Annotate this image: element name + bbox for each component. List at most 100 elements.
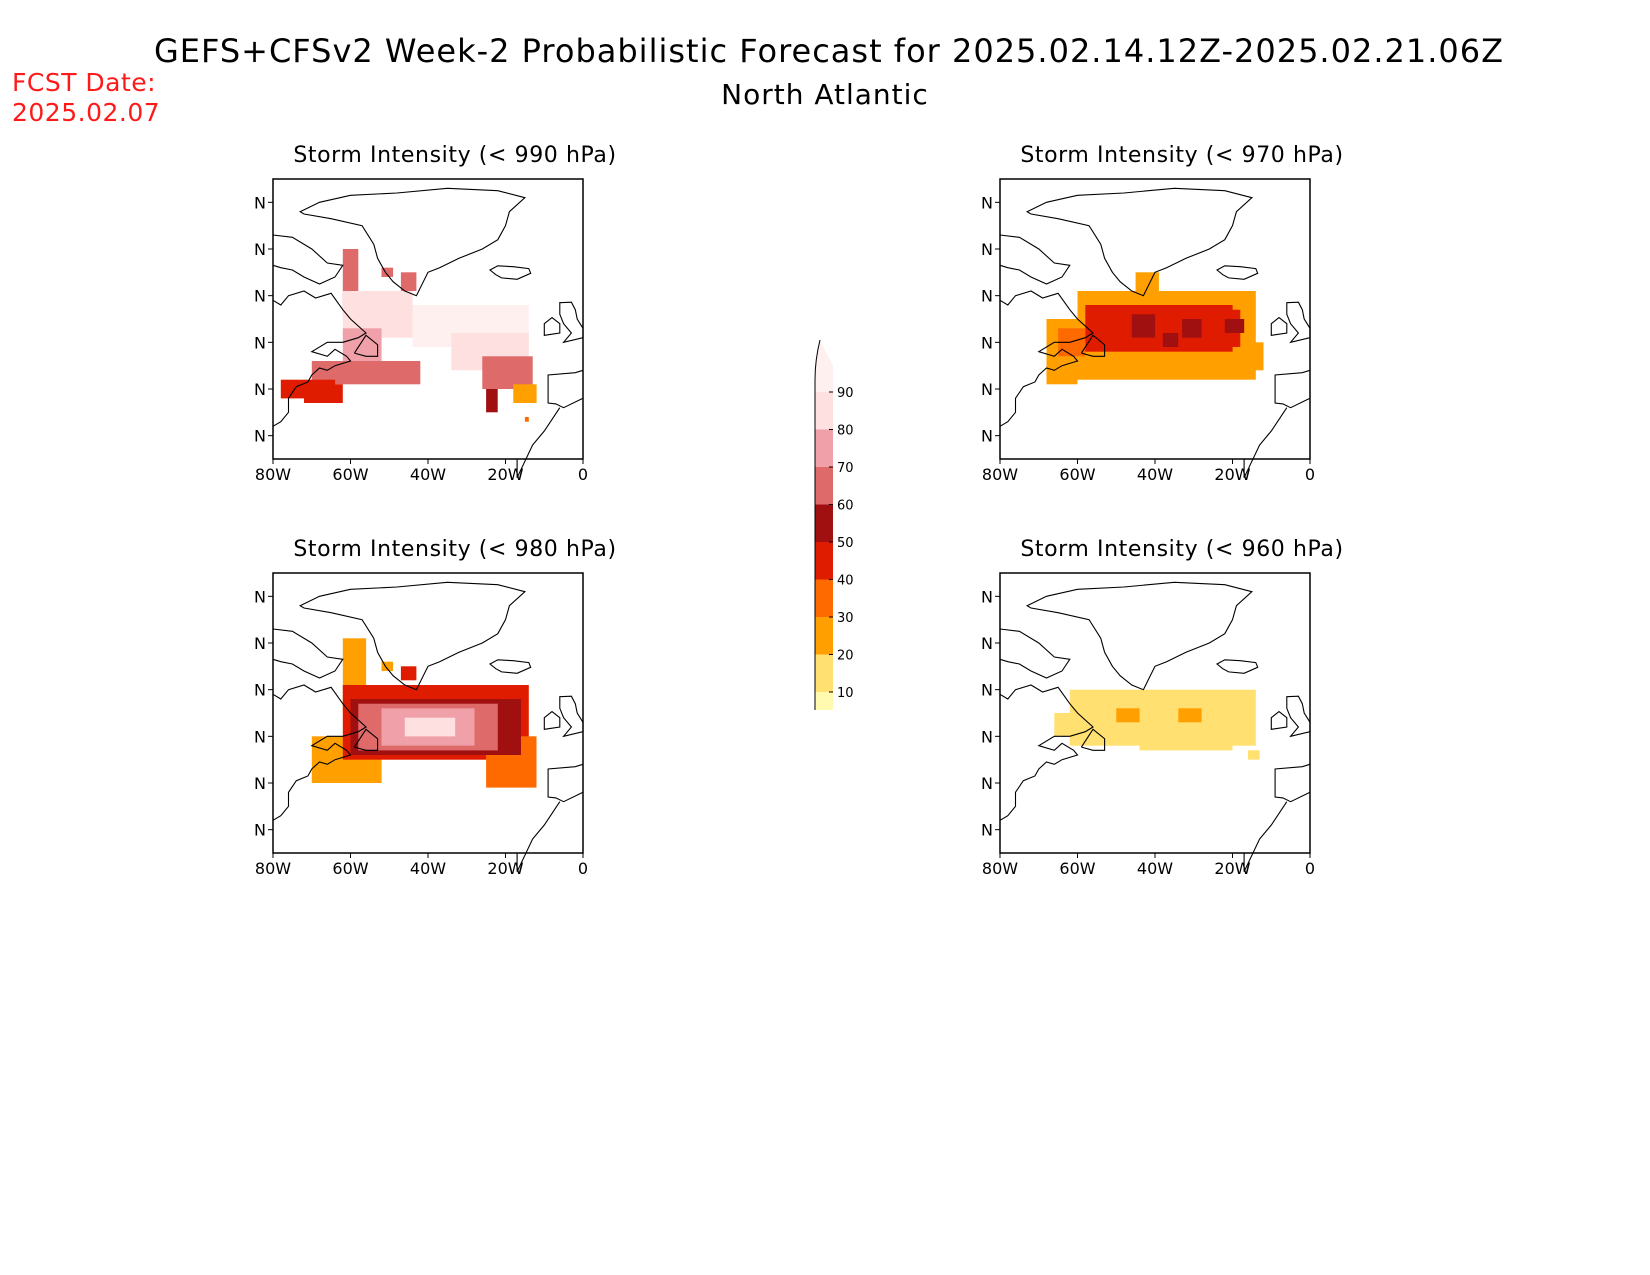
lon-tick-label: 0 [578,859,588,878]
panel-title: Storm Intensity (< 980 hPa) [293,537,617,562]
coastlines [999,581,1311,872]
lat-tick-label: 30N [982,427,993,446]
lon-tick-label: 40W [410,859,446,878]
ireland-coast [543,316,561,336]
region-subtitle: North Atlantic [721,78,929,111]
colorbar-label: 80 [837,424,854,439]
iceland-coast [489,659,532,674]
colorbar-label: 10 [837,686,854,701]
ireland-coast [1270,316,1288,336]
colorbar-label: 30 [837,611,854,626]
africa-coast [1243,407,1288,478]
colorbar-segment [815,467,833,505]
lat-tick-label: 80N [255,587,266,606]
ireland-coast [543,710,561,730]
colorbar-segment [815,392,833,430]
panel-title: Storm Intensity (< 990 hPa) [293,143,617,168]
colorbar-label: 70 [837,461,854,476]
lat-tick-label: 50N [982,727,993,746]
map-panel-980: Storm Intensity (< 980 hPa) 80N 70N 60N 50N… [255,537,655,957]
iberia-coast [1274,369,1311,409]
colorbar-label: 90 [837,386,854,401]
colorbar-cap-top [815,340,833,366]
lon-tick-label: 20W [487,859,523,878]
panel-title: Storm Intensity (< 970 hPa) [1020,143,1344,168]
north-america-coast [272,290,367,427]
ireland-coast [1270,710,1288,730]
iceland-coast [489,265,532,280]
newfoundland-coast [1080,334,1106,357]
lat-tick-label: 30N [255,821,266,840]
lat-tick-label: 70N [982,634,993,653]
colorbar-label: 20 [837,649,854,664]
iberia-coast [547,763,584,803]
lat-tick-label: 40N [982,380,993,399]
lon-tick-label: 40W [1137,859,1173,878]
lon-tick-label: 40W [410,465,446,484]
colorbar-outline [814,339,821,710]
newfoundland-coast [353,334,379,357]
probability-field [1054,689,1260,760]
map-svg-980: 80N 70N 60N 50N 40N 30N 80W 60W 40W 20W 0 [255,572,588,878]
fcst-date-label: FCST Date: [12,68,157,97]
lon-tick-label: 80W [255,465,291,484]
lat-tick-label: 70N [982,240,993,259]
probability-cell [311,361,421,385]
africa-coast [516,407,561,478]
baffin-coast [999,234,1071,285]
colorbar-segment [815,504,833,543]
probability-cell [381,661,394,671]
probability-cell [1224,319,1245,333]
north-america-coast [999,290,1094,427]
lon-tick-label: 0 [578,465,588,484]
probability-cell [1054,713,1078,737]
baffin-coast [272,234,344,285]
lon-tick-label: 60W [1059,465,1095,484]
probability-cell [524,417,529,422]
lat-tick-label: 40N [982,774,993,793]
probability-cell [1248,750,1260,760]
colorbar-label: 60 [837,499,854,514]
lat-tick-label: 30N [982,821,993,840]
iberia-coast [547,369,584,409]
probability-cell [1116,708,1140,723]
colorbar-segment [815,692,833,710]
fcst-date-value: 2025.02.07 [12,98,161,127]
colorbar-segment [815,654,833,693]
iberia-coast [1274,763,1311,803]
probability-cell [381,267,394,277]
probability-cell [1131,314,1156,338]
iceland-coast [1216,265,1259,280]
newfoundland-coast [353,728,379,751]
lat-tick-label: 80N [255,193,266,212]
probability-cell [404,717,456,737]
map-panel-970: Storm Intensity (< 970 hPa) 80N 70N 60N 50N… [982,143,1382,563]
probability-cell [400,272,417,291]
map-panel-990: Storm Intensity (< 990 hPa) 80N 70N 60N 50N… [255,143,655,563]
lat-tick-label: 80N [982,193,993,212]
north-america-coast [272,684,367,821]
probability-cell [482,356,533,389]
panel-title: Storm Intensity (< 960 hPa) [1020,537,1344,562]
lat-tick-label: 60N [982,681,993,700]
lon-tick-label: 20W [1214,465,1250,484]
probability-cell [304,384,343,403]
probability-field [311,638,537,788]
lat-tick-label: 80N [982,587,993,606]
africa-coast [1243,801,1288,872]
probability-cell [400,666,417,681]
colorbar-legend: 90 80 70 60 50 40 30 20 10 [814,339,854,710]
lon-tick-label: 20W [487,465,523,484]
probability-cell [1135,272,1159,296]
colorbar-segment [815,579,833,618]
colorbar-segment [815,542,833,580]
lat-tick-label: 40N [255,380,266,399]
lon-tick-label: 0 [1305,859,1315,878]
lat-tick-label: 40N [255,774,266,793]
lon-tick-label: 40W [1137,465,1173,484]
lon-tick-label: 60W [332,465,368,484]
colorbar-segment [815,429,833,468]
lat-tick-label: 50N [255,333,266,352]
probability-field [280,249,537,422]
probability-cell [1248,342,1264,371]
